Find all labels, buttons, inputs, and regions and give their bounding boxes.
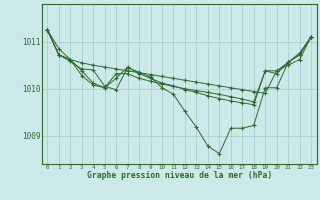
X-axis label: Graphe pression niveau de la mer (hPa): Graphe pression niveau de la mer (hPa) [87, 171, 272, 180]
